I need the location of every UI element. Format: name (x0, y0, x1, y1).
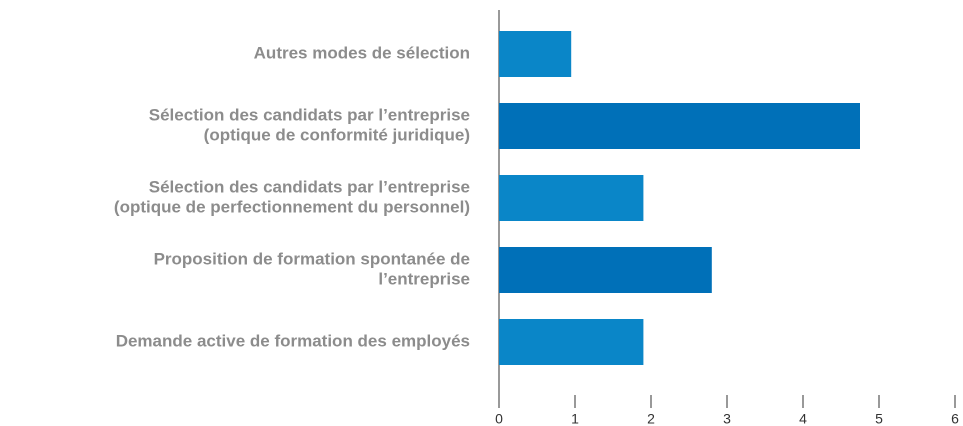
category-label: Proposition de formation spontanée de (154, 249, 470, 268)
category-label: Sélection des candidats par l’entreprise (149, 105, 470, 124)
bar (499, 247, 712, 293)
category-label: Demande active de formation des employés (116, 331, 470, 350)
category-label: l’entreprise (378, 269, 470, 288)
bar (499, 319, 644, 365)
bar (499, 103, 860, 149)
x-tick-label: 0 (495, 411, 503, 426)
x-tick-label: 1 (571, 411, 579, 426)
x-tick-label: 5 (875, 411, 883, 426)
category-label: (optique de perfectionnement du personne… (114, 197, 470, 216)
bar (499, 31, 572, 77)
x-tick-label: 4 (799, 411, 807, 426)
x-tick-label: 6 (951, 411, 959, 426)
category-label: (optique de conformité juridique) (204, 125, 470, 144)
x-tick-label: 3 (723, 411, 731, 426)
category-label: Sélection des candidats par l’entreprise (149, 177, 470, 196)
x-tick-label: 2 (647, 411, 655, 426)
category-label: Autres modes de sélection (254, 43, 470, 62)
bar (499, 175, 644, 221)
